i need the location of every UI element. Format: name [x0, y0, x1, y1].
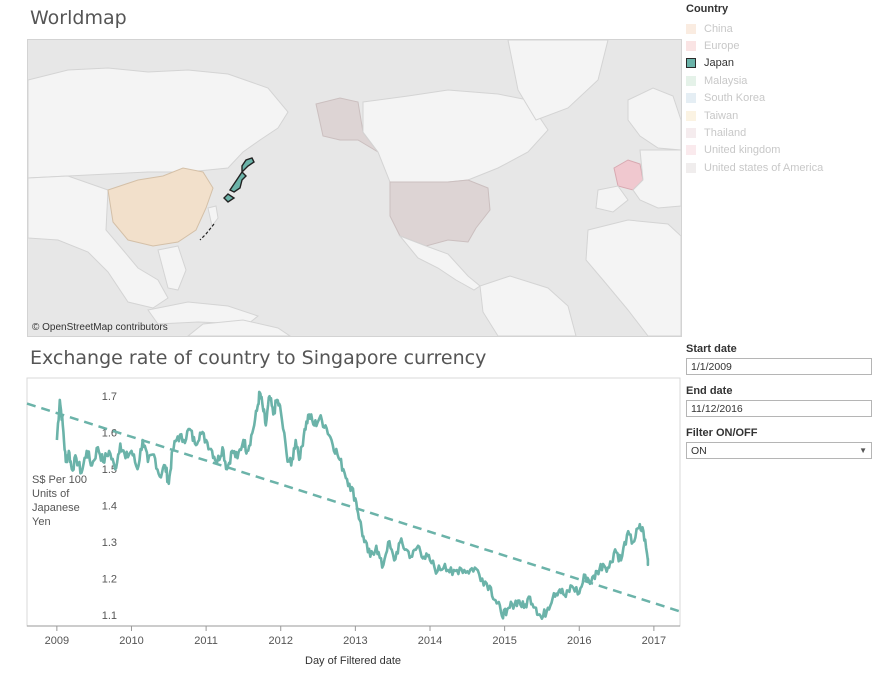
- legend-label: Taiwan: [704, 109, 739, 122]
- map-land-south-america: [479, 275, 577, 336]
- chart-svg: 1.7 1.6 1.5 1.4 1.3 1.2 1.1 2009 2010 2011 2012 201…: [26, 377, 681, 667]
- map-land-europe-east: [632, 149, 681, 209]
- map-country-japan[interactable]: [223, 157, 255, 203]
- start-date-input[interactable]: 1/1/2009: [686, 358, 872, 375]
- legend-items: China Europe Japan Malaysia South Korea Taiwa…: [686, 20, 881, 177]
- y-tick-label: 1.3: [102, 537, 117, 549]
- x-axis-label: Day of Filtered date: [305, 655, 401, 667]
- legend-item[interactable]: Malaysia: [686, 72, 881, 89]
- filter-toggle-label: Filter ON/OFF: [686, 427, 758, 439]
- legend-swatch: [686, 162, 696, 173]
- legend-label: Japan: [704, 57, 734, 70]
- y-tick-label: 1.5: [102, 464, 117, 476]
- series-line: [55, 390, 650, 620]
- map-land-indonesia: [147, 301, 260, 325]
- plot-frame: [26, 377, 681, 627]
- legend-item[interactable]: Europe: [686, 37, 881, 54]
- legend-item[interactable]: Taiwan: [686, 107, 881, 124]
- legend-item[interactable]: China: [686, 20, 881, 37]
- world-map-svg[interactable]: [28, 40, 681, 336]
- map-land-korea: [207, 205, 219, 228]
- chart-title: Exchange rate of country to Singapore cu…: [30, 347, 487, 369]
- map-land-russia: [28, 67, 289, 179]
- map-land-south-asia: [28, 175, 169, 309]
- filter-controls: Start date 1/1/2009 End date 11/12/2016 …: [686, 343, 872, 469]
- start-date-label: Start date: [686, 343, 737, 355]
- x-tick-label: 2016: [567, 635, 591, 647]
- legend-swatch: [686, 23, 696, 34]
- filter-toggle-select[interactable]: ON ▼: [686, 442, 872, 459]
- y-tick-label: 1.1: [102, 610, 117, 622]
- country-legend: Country China Europe Japan Malaysia South Ko…: [686, 3, 881, 177]
- chevron-down-icon[interactable]: ▼: [859, 445, 867, 455]
- x-tick-label: 2015: [492, 635, 516, 647]
- legend-swatch: [686, 110, 696, 121]
- legend-label: Europe: [704, 40, 740, 53]
- legend-swatch: [686, 128, 696, 139]
- end-date-label: End date: [686, 385, 733, 397]
- map-land-greenland: [507, 40, 609, 121]
- trend-line: [26, 402, 681, 613]
- legend-label: United kingdom: [704, 144, 781, 157]
- legend-swatch: [686, 75, 696, 86]
- x-tick-label: 2009: [45, 635, 69, 647]
- legend-swatch: [686, 58, 696, 69]
- legend-item[interactable]: Thailand: [686, 124, 881, 141]
- end-date-input[interactable]: 11/12/2016: [686, 400, 872, 417]
- legend-label: South Korea: [704, 92, 766, 105]
- map-japan-islands: [199, 223, 215, 241]
- map-land-africa: [585, 219, 681, 336]
- legend-item[interactable]: Japan: [686, 55, 881, 72]
- map-land-se-asia: [157, 245, 187, 291]
- x-tick-label: 2017: [642, 635, 666, 647]
- map-land-scandinavia: [627, 87, 681, 151]
- legend-label: United states of America: [704, 161, 824, 174]
- legend-item[interactable]: United states of America: [686, 159, 881, 176]
- legend-item[interactable]: South Korea: [686, 90, 881, 107]
- map-country-usa[interactable]: [389, 179, 491, 247]
- world-map[interactable]: © OpenStreetMap contributors: [27, 39, 682, 337]
- map-land-canada: [362, 89, 549, 183]
- map-country-china[interactable]: [107, 167, 214, 247]
- legend-title: Country: [686, 3, 729, 15]
- legend-swatch: [686, 145, 696, 156]
- y-tick-label: 1.2: [102, 574, 117, 586]
- x-tick-label: 2012: [268, 635, 292, 647]
- y-tick-label: 1.6: [102, 428, 117, 440]
- x-tick-label: 2011: [194, 635, 218, 647]
- legend-label: Malaysia: [704, 74, 748, 87]
- legend-label: Thailand: [704, 127, 747, 140]
- map-land-mexico: [398, 234, 481, 291]
- filter-toggle-value: ON: [691, 444, 707, 457]
- legend-swatch: [686, 93, 696, 104]
- map-title: Worldmap: [30, 7, 127, 29]
- legend-label: China: [704, 22, 733, 35]
- y-tick-label: 1.7: [102, 391, 117, 403]
- exchange-rate-chart: 1.7 1.6 1.5 1.4 1.3 1.2 1.1 2009 2010 2011 2012 201…: [26, 377, 681, 676]
- y-tick-label: 1.4: [102, 501, 117, 513]
- map-attribution[interactable]: © OpenStreetMap contributors: [32, 322, 168, 333]
- y-axis-label: S$ Per 100 Units of Japanese Yen: [32, 474, 87, 528]
- x-tick-label: 2013: [343, 635, 367, 647]
- x-tick-label: 2014: [418, 635, 442, 647]
- map-land-australia: [187, 319, 291, 336]
- x-tick-label: 2010: [119, 635, 143, 647]
- map-land-iberia: [595, 185, 629, 213]
- legend-item[interactable]: United kingdom: [686, 142, 881, 159]
- legend-swatch: [686, 41, 696, 52]
